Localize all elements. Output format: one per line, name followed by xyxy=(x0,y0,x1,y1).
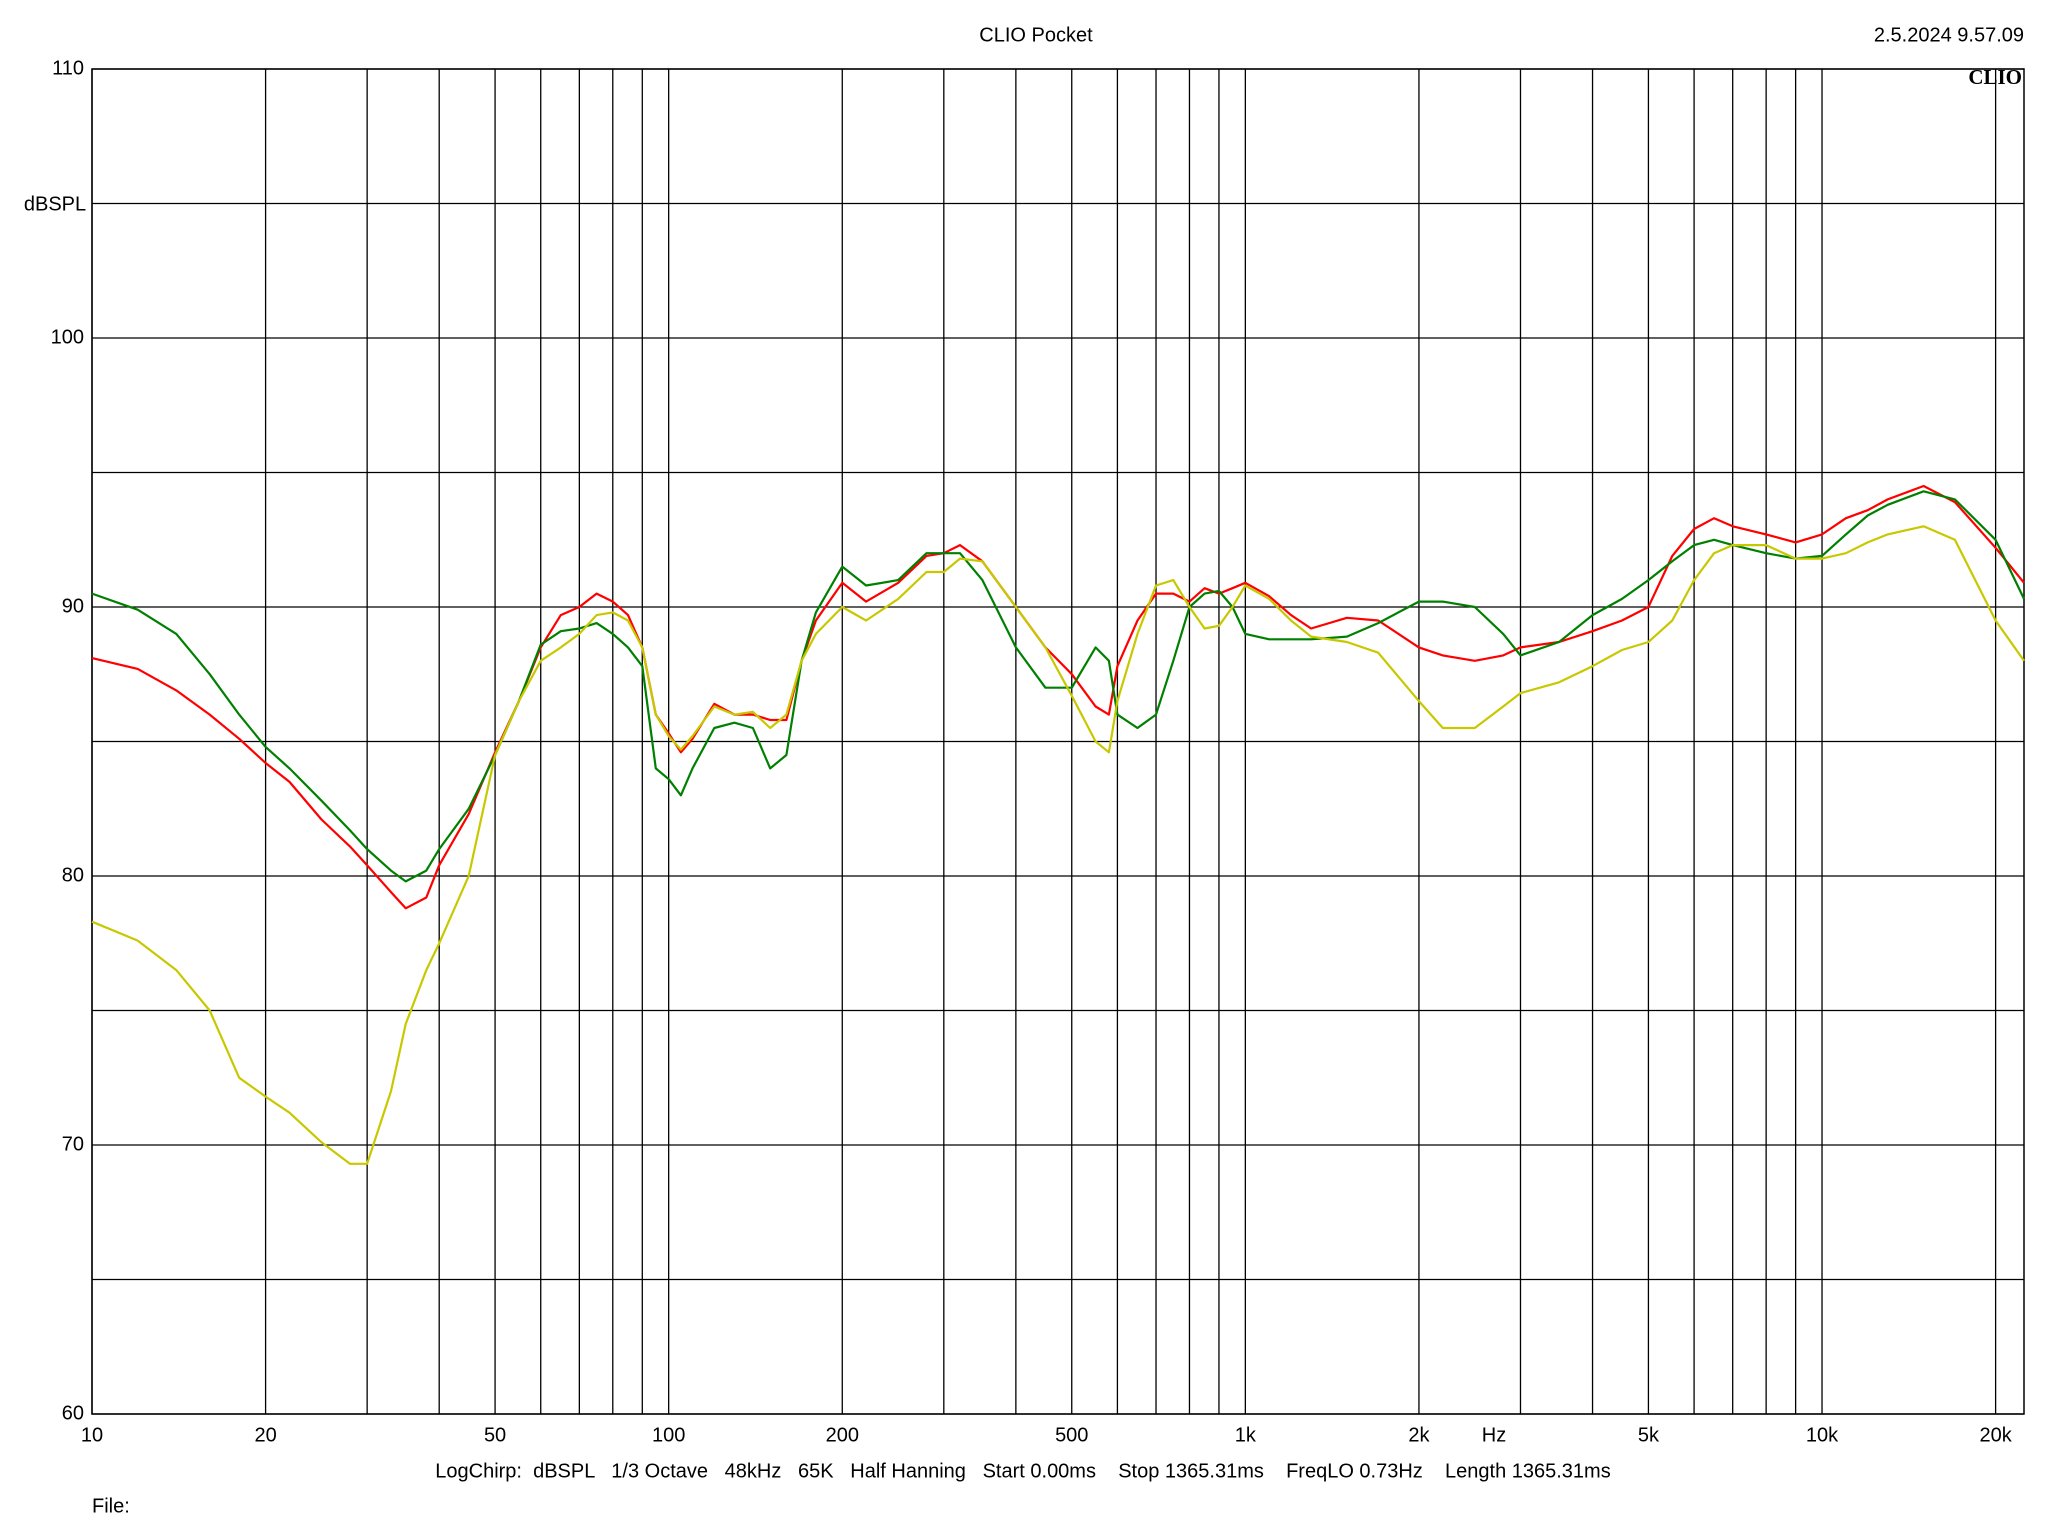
y-tick-label: 110 xyxy=(52,57,84,79)
y-axis-label: dBSPL xyxy=(24,193,86,215)
y-tick-label: 70 xyxy=(62,1133,84,1155)
x-tick-label: 10k xyxy=(1806,1424,1839,1446)
x-tick-label: 500 xyxy=(1055,1424,1088,1446)
x-tick-label: 20 xyxy=(254,1424,276,1446)
x-axis-label: Hz xyxy=(1482,1424,1506,1446)
info-line: LogChirp: dBSPL 1/3 Octave 48kHz 65K Hal… xyxy=(435,1460,1610,1482)
y-tick-label: 80 xyxy=(62,864,84,886)
y-tick-label: 60 xyxy=(62,1402,84,1424)
y-tick-label: 100 xyxy=(51,326,84,348)
x-tick-label: 100 xyxy=(652,1424,685,1446)
timestamp: 2.5.2024 9.57.09 xyxy=(1874,24,2024,46)
plot-frame xyxy=(91,68,2025,1415)
x-tick-label: 10 xyxy=(81,1424,103,1446)
x-tick-label: 20k xyxy=(1979,1424,2012,1446)
series-line xyxy=(91,490,2025,883)
x-tick-label: 2k xyxy=(1408,1424,1430,1446)
x-tick-label: 200 xyxy=(826,1424,859,1446)
x-tick-label: 5k xyxy=(1638,1424,1660,1446)
x-tick-label: 1k xyxy=(1235,1424,1257,1446)
x-tick-label: 50 xyxy=(484,1424,506,1446)
series-line xyxy=(91,525,2025,1165)
series-line xyxy=(91,484,2025,910)
chart-title: CLIO Pocket xyxy=(979,24,1093,46)
file-label: File: xyxy=(92,1495,130,1517)
y-tick-label: 90 xyxy=(62,595,84,617)
